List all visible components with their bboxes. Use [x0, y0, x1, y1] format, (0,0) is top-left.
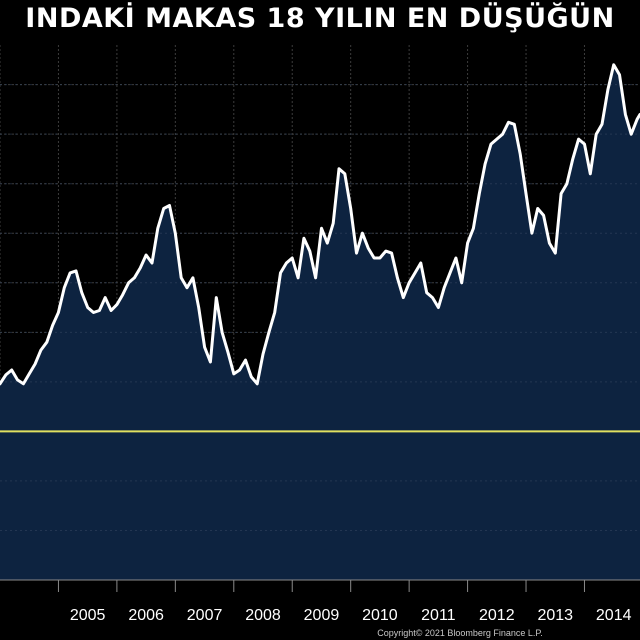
x-tick-label: 2014	[596, 607, 632, 624]
x-tick-label: 2013	[537, 607, 573, 624]
x-tick-label: 2005	[70, 607, 106, 624]
x-axis-ticks: 2005 2006 2007 2008 2009 2010 2011 2012 2013 2014	[57, 580, 632, 624]
x-tick-label: 2006	[128, 607, 164, 624]
x-tick-label: 2012	[479, 607, 515, 624]
copyright-text: Copyright© 2021 Bloomberg Finance L.P.	[377, 628, 543, 638]
chart-title: INDAKİ MAKAS 18 YILIN EN DÜŞÜĞÜN	[25, 1, 614, 34]
x-tick-label: 2008	[245, 607, 281, 624]
x-axis-band	[0, 580, 640, 640]
x-tick-label: 2011	[421, 607, 456, 624]
series-line	[0, 63, 640, 386]
x-tick-label: 2010	[362, 607, 398, 624]
x-tick-label: 2007	[187, 607, 223, 624]
x-tick-label: 2009	[304, 607, 340, 624]
series-lines	[0, 63, 640, 433]
